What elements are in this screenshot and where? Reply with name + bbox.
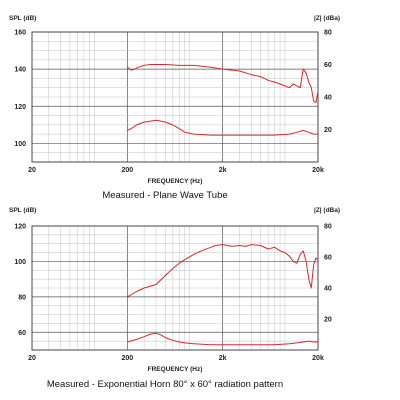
x-tick-label: 200: [121, 167, 133, 174]
x-axis-title: FREQUENCY (Hz): [148, 366, 203, 373]
x-axis-title: FREQUENCY (Hz): [148, 178, 203, 185]
x-tick-label: 20k: [312, 167, 324, 174]
y-tick-label: 120: [14, 224, 26, 231]
plot-frame: [31, 225, 319, 351]
y-tick-label: 120: [14, 104, 26, 111]
x-tick-label: 200: [121, 355, 133, 362]
y2-tick-label: 20: [324, 317, 332, 324]
chart-caption: Measured - Exponential Horn 80° x 60° ra…: [47, 379, 283, 390]
y-tick-label: 60: [18, 330, 26, 337]
y2-tick-label: 20: [324, 127, 332, 134]
x-tick-label: 2k: [219, 167, 227, 174]
y2-tick-label: 40: [324, 95, 332, 102]
plot-frame: [31, 31, 319, 163]
x-tick-label: 20k: [312, 355, 324, 362]
spl-response-curve: [127, 244, 319, 298]
y2-tick-label: 80: [324, 224, 332, 231]
exponential-horn-chart: 60 80 100 120 20 40 60 80 20 200 2k 20k SPL (dB) |Z| …: [9, 207, 340, 390]
x-tick-label: 20: [28, 167, 36, 174]
y-axis-title: SPL (dB): [9, 15, 36, 22]
chart-caption: Measured - Plane Wave Tube: [102, 190, 227, 201]
secondary-response-curve: [127, 119, 318, 136]
plane-wave-tube-chart: 100 120 140 160 20 40 60 80 20 200 2k 20k SPL (dB) |Z…: [9, 15, 340, 201]
y-tick-label: 80: [18, 294, 26, 301]
y2-tick-label: 80: [324, 30, 332, 37]
x-tick-label: 20: [28, 355, 36, 362]
y2-axis-title: |Z| (dBa): [314, 15, 340, 22]
x-tick-label: 2k: [219, 355, 227, 362]
secondary-response-curve: [127, 332, 318, 346]
y-tick-label: 100: [14, 259, 26, 266]
y2-tick-label: 40: [324, 286, 332, 293]
y2-tick-label: 60: [324, 62, 332, 69]
y-tick-label: 140: [14, 67, 26, 74]
spl-response-curve: [127, 64, 319, 104]
y-tick-label: 100: [14, 141, 26, 148]
y-axis-title: SPL (dB): [9, 207, 36, 214]
y-tick-label: 160: [14, 30, 26, 37]
y2-axis-title: |Z| (dBa): [314, 207, 340, 214]
y2-tick-label: 60: [324, 255, 332, 262]
